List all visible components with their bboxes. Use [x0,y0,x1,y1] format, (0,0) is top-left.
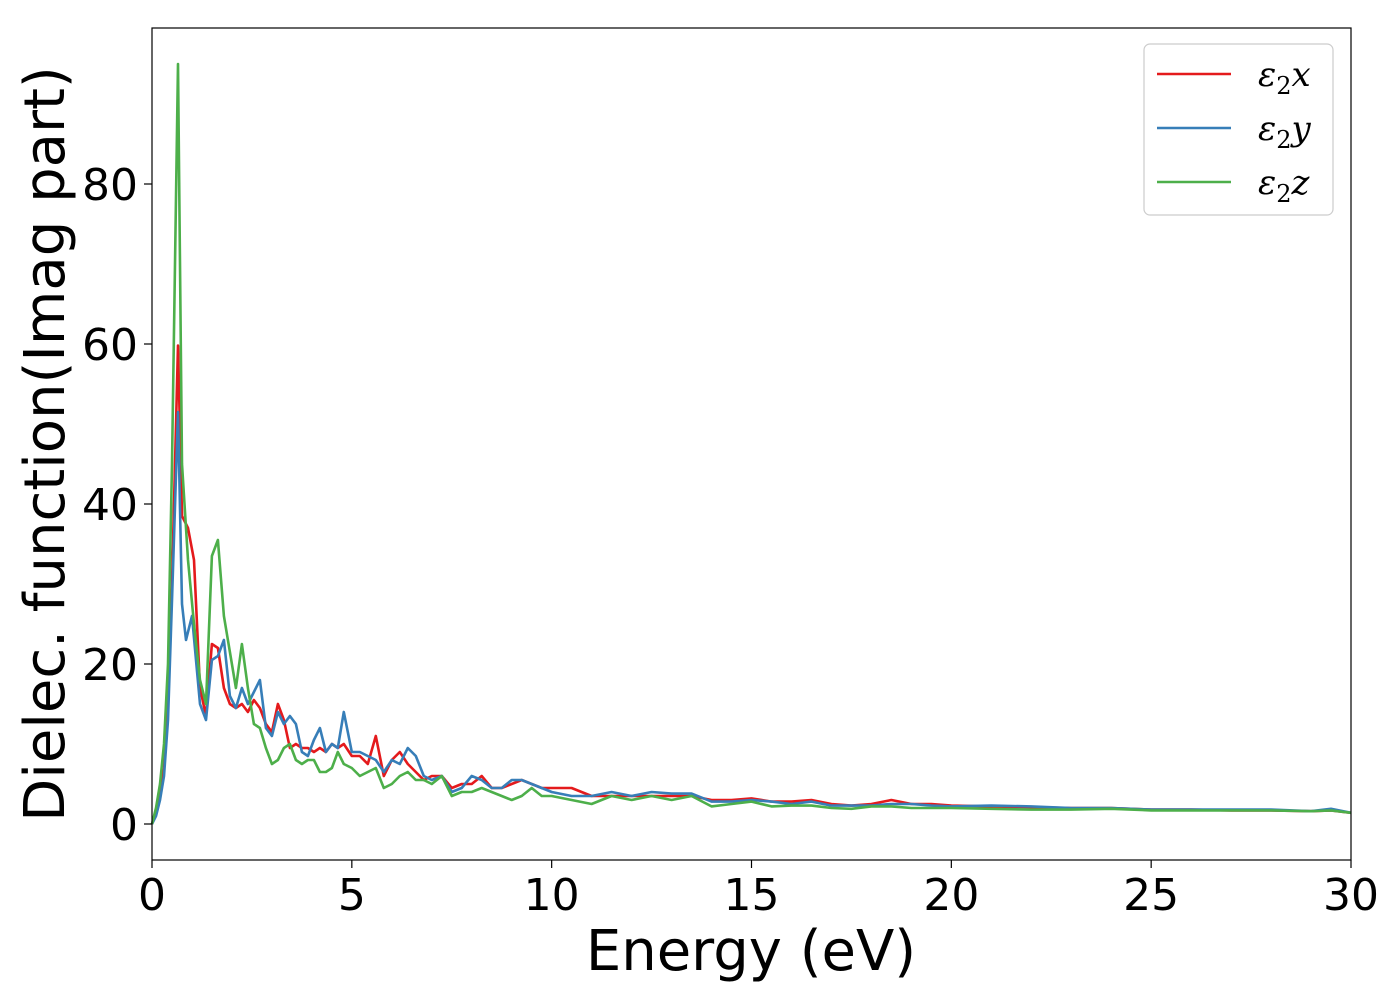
y-axis-label: Dielec. function(Imag part) [13,66,78,822]
x-tick-label: 10 [524,870,580,921]
y-axis: 0 20 40 60 80 [82,160,152,851]
x-tick-label: 25 [1123,870,1179,921]
x-tick-label: 0 [138,870,166,921]
legend-box [1143,43,1334,216]
x-axis-label: Energy (eV) [586,919,916,984]
legend-label-z: ε2z [1258,163,1311,208]
series-line-z [150,62,1352,825]
series-line-y [150,410,1352,825]
y-tick-label: 80 [82,160,138,211]
series-layer [150,62,1352,825]
x-tick-label: 20 [923,870,979,921]
legend-label-y: ε2y [1258,109,1312,154]
y-tick-label: 40 [82,480,138,531]
x-axis: 0 5 10 15 20 25 30 [138,860,1379,921]
x-tick-label: 15 [724,870,780,921]
x-tick-label: 5 [338,870,366,921]
legend: ε2x ε2y ε2z [1143,43,1334,216]
x-tick-label: 30 [1323,870,1379,921]
y-tick-label: 20 [82,640,138,691]
legend-label-x: ε2x [1258,55,1311,100]
y-tick-label: 0 [110,800,138,851]
y-tick-label: 60 [82,320,138,371]
